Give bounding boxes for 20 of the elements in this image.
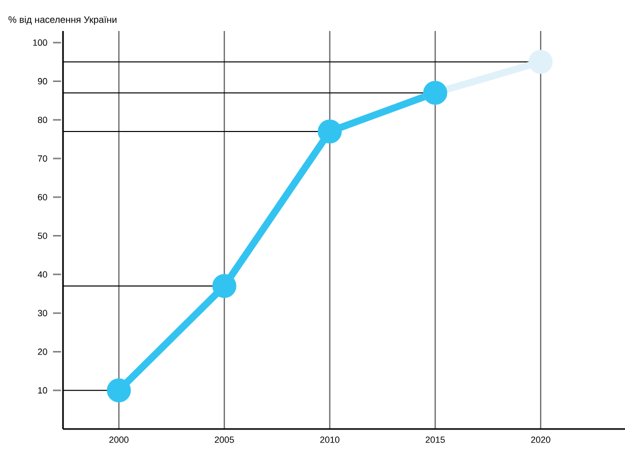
y-tick-label: 20 <box>38 348 48 355</box>
y-tick-label: 10 <box>38 387 48 394</box>
y-tick-label: 30 <box>38 310 48 316</box>
x-tick-label: 2015 <box>426 436 445 443</box>
x-tick-label: 2005 <box>214 436 234 443</box>
y-tick-label: 40 <box>38 271 48 278</box>
point <box>106 378 131 402</box>
point <box>528 50 553 74</box>
y-tick-label: 100 <box>33 39 48 46</box>
y-tick-label: 80 <box>38 116 48 124</box>
point <box>212 274 236 298</box>
y-tick-label: 50 <box>38 232 48 239</box>
x-tick-label: 2000 <box>109 436 129 443</box>
y-tick-label: 70 <box>38 155 48 162</box>
x-tick-label: 2010 <box>320 436 340 443</box>
y-tick-label: 60 <box>38 194 48 200</box>
x-tick-label: 2020 <box>531 436 550 443</box>
point <box>318 119 342 144</box>
y-axis-title: % від населення України <box>8 16 116 25</box>
y-tick-label: 90 <box>38 78 48 84</box>
